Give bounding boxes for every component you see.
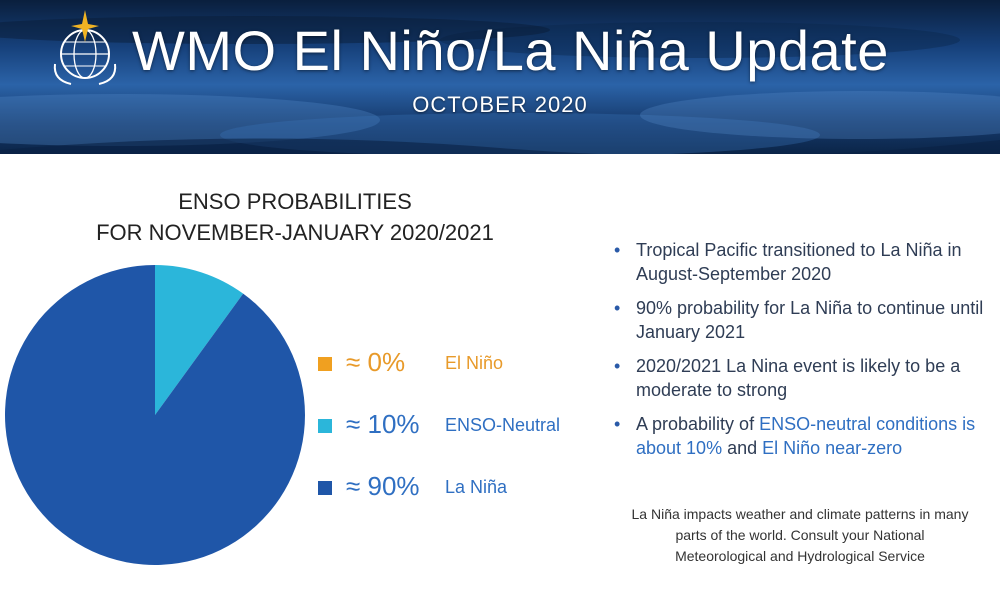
bullet-item: • 90% probability for La Niña to continue… <box>612 296 992 344</box>
ocean-background <box>0 16 1000 154</box>
legend-value-label: ≈ 90% <box>346 471 420 501</box>
page-subtitle: OCTOBER 2020 <box>412 92 588 117</box>
highlighted-text: ENSO-neutral conditions is about 10% <box>636 414 976 458</box>
legend-value-label: ≈ 0% <box>346 347 406 377</box>
highlighted-text: El Niño near-zero <box>762 438 903 458</box>
chart-legend: ≈ 0% El Niño ≈ 10% ENSO-Neutral ≈ 90% La Niña <box>318 345 578 515</box>
chart-title-line-1: ENSO PROBABILITIES <box>178 189 412 214</box>
wmo-logo <box>53 10 117 85</box>
legend-category-label: La Niña <box>445 477 508 497</box>
chart-title-line-2: FOR NOVEMBER-JANUARY 2020/2021 <box>96 220 494 245</box>
footnote-line-3: Meteorological and Hydrological Service <box>675 548 925 564</box>
legend-value-label: ≈ 10% <box>346 409 420 439</box>
pie-slice-la-ni-a <box>5 265 306 565</box>
legend-category-label: ENSO-Neutral <box>445 415 561 435</box>
legend-category-label: El Niño <box>445 353 504 373</box>
enso-pie-chart <box>5 265 306 565</box>
footnote-line-2: parts of the world. Consult your Nationa… <box>675 527 925 543</box>
bullet-text: 90% probability for La Niña to continue … <box>636 298 984 342</box>
bullet-text: 2020/2021 La Nina event is likely to be … <box>636 356 961 400</box>
bullet-item: • 2020/2021 La Nina event is likely to be… <box>612 354 992 402</box>
bullet-dot-icon: • <box>614 240 621 260</box>
bullet-text: A probability of <box>636 414 760 434</box>
pie-slice-enso-neutral <box>155 265 244 415</box>
legend-swatch <box>318 481 332 495</box>
key-points-list: • Tropical Pacific transitioned to La Niñ… <box>612 238 992 470</box>
legend-swatch <box>318 419 332 433</box>
footnote: La Niña impacts weather and climate patt… <box>600 504 1000 567</box>
header-banner: WMO El Niño/La Niña Update OCTOBER 2020 <box>0 0 1000 154</box>
page-title: WMO El Niño/La Niña Update <box>132 19 889 82</box>
chart-title: ENSO PROBABILITIES FOR NOVEMBER-JANUARY … <box>60 186 530 248</box>
bullet-item: • A probability of ENSO-neutral condition… <box>612 412 992 460</box>
bullet-item: • Tropical Pacific transitioned to La Niñ… <box>612 238 992 286</box>
bullet-dot-icon: • <box>614 414 621 434</box>
legend-item-el-ni-o: ≈ 0% El Niño <box>318 345 578 385</box>
legend-item-enso-neutral: ≈ 10% ENSO-Neutral <box>318 407 578 447</box>
legend-swatch <box>318 357 332 371</box>
bullet-text: and <box>722 438 763 458</box>
bullet-text: Tropical Pacific transitioned to La Niña… <box>636 240 962 284</box>
legend-item-la-ni-a: ≈ 90% La Niña <box>318 469 578 509</box>
bullet-dot-icon: • <box>614 298 621 318</box>
bullet-dot-icon: • <box>614 356 621 376</box>
footnote-line-1: La Niña impacts weather and climate patt… <box>631 506 969 522</box>
